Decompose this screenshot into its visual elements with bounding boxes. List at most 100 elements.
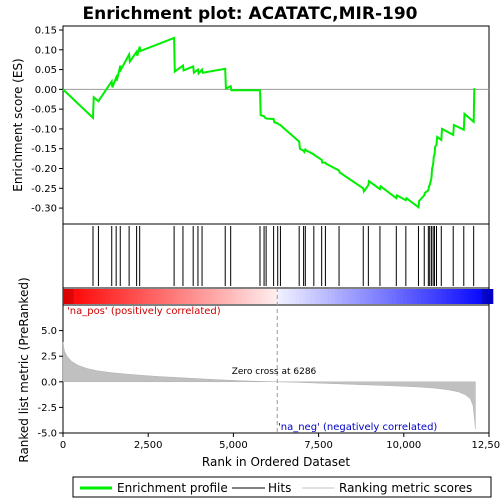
heatmap-cell (259, 289, 265, 304)
heatmap-cell (120, 289, 125, 304)
heatmap-cell (181, 289, 186, 304)
heatmap-cell (331, 289, 336, 304)
es-y-tick-label: 0.00 (35, 85, 57, 96)
heatmap-cell (141, 289, 147, 304)
heatmap-cell (317, 289, 322, 304)
heatmap-cell (356, 289, 361, 304)
heatmap-cell (453, 289, 458, 304)
heatmap-cell (327, 289, 333, 304)
x-tick-label: 0 (60, 440, 66, 451)
heatmap-cell (80, 289, 86, 304)
heatmap-cell (227, 289, 232, 304)
es-y-tick-label: -0.25 (31, 184, 57, 195)
x-tick-label: 10,000 (386, 440, 421, 451)
legend-enrichment-label: Enrichment profile (117, 481, 228, 495)
heatmap-cell (216, 289, 222, 304)
heatmap-cell (424, 289, 429, 304)
heatmap-cell (106, 289, 111, 304)
heatmap-cell (234, 289, 240, 304)
heatmap-cell (288, 289, 293, 304)
heatmap-cell (353, 289, 358, 304)
heatmap-cell (478, 289, 483, 304)
x-tick-label: 7,500 (304, 440, 333, 451)
rank-y-ticks: 5.0 2.5 0.0 -2.5 -5.0 (37, 326, 63, 440)
heatmap-cell (306, 289, 311, 304)
heatmap-cell (184, 289, 189, 304)
heatmap-cell (166, 289, 172, 304)
heatmap-cell (345, 289, 351, 304)
heatmap-cell (449, 289, 454, 304)
heatmap-cell (191, 289, 197, 304)
heatmap-cell (84, 289, 89, 304)
es-curve (62, 36, 476, 210)
heatmap-cell (277, 289, 283, 304)
heatmap-cell (388, 289, 394, 304)
heatmap-cell (116, 289, 121, 304)
heatmap-cell (310, 289, 315, 304)
es-y-tick-label: -0.05 (31, 105, 57, 116)
heatmap-cell (174, 289, 179, 304)
heatmap-cell (238, 289, 243, 304)
legend: Enrichment profile Hits Ranking metric s… (72, 476, 492, 498)
heatmap-cell (113, 289, 118, 304)
heatmap-cell (98, 289, 104, 304)
heatmap-cell (431, 289, 436, 304)
ranking-metric-fill (62, 341, 476, 429)
heatmap-cell (284, 289, 290, 304)
heatmap-cell (131, 289, 136, 304)
rank-y-tick-label: -5.0 (37, 429, 57, 440)
heatmap-cell (438, 289, 444, 304)
heatmap-cell (406, 289, 411, 304)
heatmap-cell (156, 289, 161, 304)
heatmap-cell (435, 289, 440, 304)
heatmap-cell (95, 289, 100, 304)
heatmap-cell (195, 289, 200, 304)
es-series-line (62, 36, 476, 210)
neg-correlated-label: 'na_neg' (negatively correlated) (278, 422, 437, 433)
heatmap-cell (367, 289, 372, 304)
heatmap-cell (220, 289, 225, 304)
legend-ranking-label: Ranking metric scores (339, 481, 472, 495)
legend-hits-label: Hits (268, 481, 291, 495)
heatmap-cell (410, 289, 415, 304)
rank-y-tick-label: -2.5 (37, 403, 57, 414)
heatmap-cell (363, 289, 368, 304)
heatmap-cell (403, 289, 408, 304)
rank-y-tick-label: 2.5 (41, 352, 57, 363)
hits-panel-frame (62, 223, 490, 289)
es-y-tick-label: 0.05 (35, 65, 57, 76)
heatmap-cell (170, 289, 175, 304)
x-tick-label: 5,000 (219, 440, 248, 451)
heatmap-cell (446, 289, 451, 304)
heatmap-cell (421, 289, 426, 304)
ranking-metric-area (62, 341, 476, 429)
heatmap-cell (88, 289, 93, 304)
heatmap-cell (392, 289, 397, 304)
heatmap-cell (152, 289, 157, 304)
heatmap-cell (209, 289, 215, 304)
heatmap-cell (159, 289, 164, 304)
heatmap-cell (281, 289, 286, 304)
heatmap-cell (148, 289, 154, 304)
pos-correlated-label: 'na_pos' (positively correlated) (67, 306, 221, 317)
es-y-tick-label: -0.10 (31, 124, 57, 135)
heatmap-cell (66, 289, 71, 304)
heatmap-cell (292, 289, 297, 304)
heatmap-cell (381, 289, 386, 304)
zero-cross-label: Zero cross at 6286 (232, 367, 317, 377)
heatmap-cell (385, 289, 390, 304)
heatmap-cell (70, 289, 75, 304)
heatmap-cell (177, 289, 182, 304)
heatmap-cell (471, 289, 476, 304)
es-y-tick-label: -0.20 (31, 164, 57, 175)
heatmap-cell (349, 289, 354, 304)
heatmap-cell (428, 289, 433, 304)
heatmap-cell (302, 289, 308, 304)
heatmap-cell (188, 289, 193, 304)
x-tick-label: 2,500 (134, 440, 163, 451)
heatmap-cell (378, 289, 383, 304)
heatmap-cell (267, 289, 272, 304)
heatmap-cell (335, 289, 340, 304)
heatmap-cell (123, 289, 129, 304)
